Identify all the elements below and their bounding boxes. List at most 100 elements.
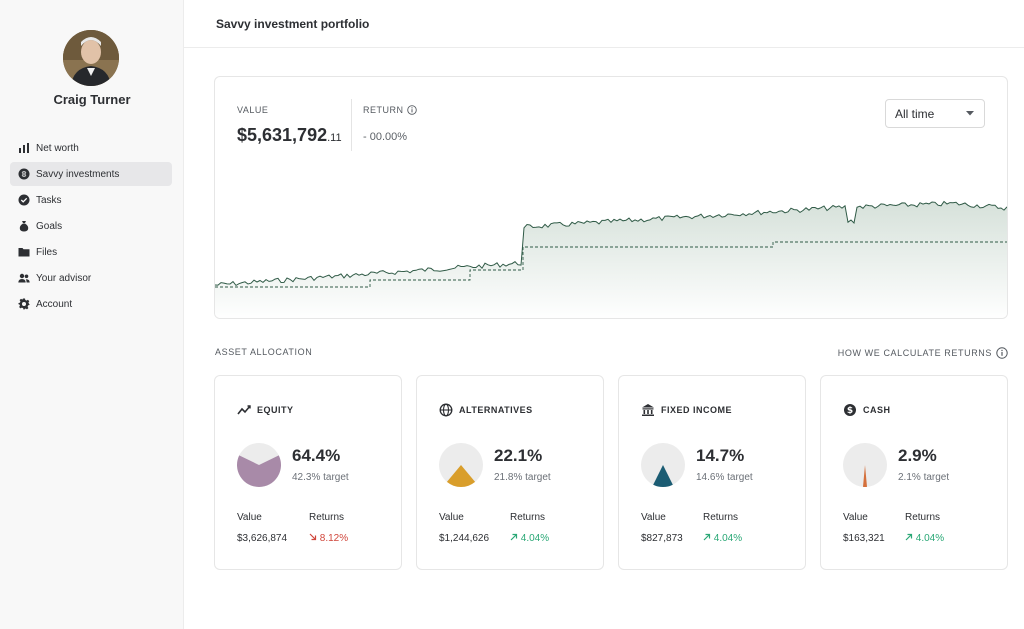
asset-returns: 4.04% bbox=[703, 533, 742, 544]
asset-card-cash[interactable]: $ CASH 2.9% 2.1% target Value Returns $1… bbox=[820, 375, 1008, 570]
asset-allocation-label: ASSET ALLOCATION bbox=[215, 347, 313, 357]
pie-slice bbox=[446, 465, 476, 487]
arrow-up-right-icon bbox=[703, 533, 711, 541]
allocation-target: 2.1% target bbox=[898, 472, 950, 483]
asset-card-header: ALTERNATIVES bbox=[439, 403, 533, 417]
sidebar-item-savvy-investments[interactable]: Savvy investments bbox=[10, 162, 172, 186]
portfolio-value-dollars: $5,631,792 bbox=[237, 125, 328, 145]
allocation-percent: 22.1% bbox=[494, 446, 543, 465]
allocation-target: 21.8% target bbox=[494, 472, 551, 483]
returns-column-label: Returns bbox=[905, 512, 941, 523]
pie-slice bbox=[862, 465, 868, 487]
portfolio-value-cents: .11 bbox=[327, 132, 342, 144]
asset-card-alternatives[interactable]: ALTERNATIVES 22.1% 21.8% target Value Re… bbox=[416, 375, 604, 570]
sidebar-item-label: Net worth bbox=[36, 142, 79, 154]
asset-returns-value: 8.12% bbox=[319, 533, 349, 544]
dollar-coin-icon: $ bbox=[844, 404, 856, 416]
asset-returns-value: 4.04% bbox=[713, 533, 743, 544]
caret-down-icon bbox=[966, 111, 974, 116]
returns-column-label: Returns bbox=[309, 512, 345, 523]
asset-title: FIXED INCOME bbox=[661, 405, 733, 415]
user-name: Craig Turner bbox=[53, 92, 131, 107]
sidebar-item-label: Savvy investments bbox=[36, 168, 120, 180]
asset-value: $827,873 bbox=[641, 533, 683, 544]
returns-column-label: Returns bbox=[510, 512, 546, 523]
sidebar-nav: Net worth Savvy investments Tasks Goals … bbox=[10, 136, 172, 318]
asset-title: ALTERNATIVES bbox=[459, 405, 533, 415]
asset-card-equity[interactable]: EQUITY 64.4% 42.3% target Value Returns … bbox=[214, 375, 402, 570]
allocation-percent: 14.7% bbox=[696, 446, 745, 465]
asset-value: $163,321 bbox=[843, 533, 885, 544]
allocation-pie-alternatives bbox=[439, 443, 483, 487]
asset-returns: 8.12% bbox=[309, 533, 348, 544]
sidebar-item-label: Your advisor bbox=[36, 272, 92, 284]
sidebar-item-account[interactable]: Account bbox=[10, 292, 172, 316]
globe-icon bbox=[439, 403, 453, 417]
returns-column-label: Returns bbox=[703, 512, 739, 523]
sidebar-item-goals[interactable]: Goals bbox=[10, 214, 172, 238]
sidebar: Craig Turner Net worth Savvy investments… bbox=[0, 0, 184, 629]
asset-returns: 4.04% bbox=[905, 533, 944, 544]
value-column-label: Value bbox=[641, 512, 666, 523]
arrow-up-right-icon bbox=[905, 533, 913, 541]
sidebar-item-net-worth[interactable]: Net worth bbox=[10, 136, 172, 160]
portfolio-chart-card: VALUE $5,631,792.11 RETURN - 00.00% All … bbox=[214, 76, 1008, 319]
value-column-label: Value bbox=[439, 512, 464, 523]
asset-value: $3,626,874 bbox=[237, 533, 288, 544]
allocation-pie-equity bbox=[237, 443, 281, 487]
allocation-target: 42.3% target bbox=[292, 472, 349, 483]
folder-icon bbox=[18, 246, 30, 258]
avatar[interactable] bbox=[63, 30, 119, 86]
sidebar-item-label: Account bbox=[36, 298, 73, 310]
svg-text:$: $ bbox=[847, 406, 853, 416]
portfolio-value: $5,631,792.11 bbox=[237, 125, 342, 146]
avatar-portrait-icon bbox=[63, 30, 119, 86]
allocation-target: 14.6% target bbox=[696, 472, 753, 483]
money-bag-icon bbox=[18, 220, 30, 232]
asset-returns-value: 4.04% bbox=[915, 533, 945, 544]
page-title: Savvy investment portfolio bbox=[216, 17, 370, 31]
sidebar-item-label: Goals bbox=[36, 220, 63, 232]
info-icon bbox=[996, 347, 1008, 359]
asset-value: $1,244,626 bbox=[439, 533, 490, 544]
pie-slice bbox=[653, 465, 673, 487]
asset-card-fixed-income[interactable]: FIXED INCOME 14.7% 14.6% target Value Re… bbox=[618, 375, 806, 570]
bar-chart-icon bbox=[18, 142, 30, 154]
allocation-pie-fixed-income bbox=[641, 443, 685, 487]
asset-card-header: FIXED INCOME bbox=[641, 403, 732, 417]
people-icon bbox=[18, 272, 30, 284]
chart-value-line bbox=[215, 200, 1007, 287]
return-label: RETURN bbox=[363, 105, 404, 115]
value-label: VALUE bbox=[237, 105, 269, 115]
bank-icon bbox=[642, 404, 654, 416]
return-value: - 00.00% bbox=[363, 131, 408, 143]
sidebar-item-label: Files bbox=[36, 246, 58, 258]
chart-area bbox=[215, 201, 1007, 318]
value-column-label: Value bbox=[843, 512, 868, 523]
period-select-value: All time bbox=[895, 106, 935, 121]
portfolio-line-chart bbox=[215, 200, 1007, 318]
pie-slice bbox=[237, 455, 281, 487]
savvy-logo-icon bbox=[18, 168, 30, 180]
asset-title: EQUITY bbox=[257, 405, 294, 415]
info-icon[interactable] bbox=[406, 105, 417, 115]
allocation-percent: 2.9% bbox=[898, 446, 937, 465]
gear-icon bbox=[18, 298, 30, 310]
sidebar-item-your-advisor[interactable]: Your advisor bbox=[10, 266, 172, 290]
asset-returns-value: 4.04% bbox=[520, 533, 550, 544]
value-column-label: Value bbox=[237, 512, 262, 523]
trend-line-icon bbox=[237, 405, 251, 415]
how-we-calculate-link[interactable]: HOW WE CALCULATE RETURNS bbox=[838, 347, 1008, 359]
stat-divider bbox=[351, 99, 352, 151]
asset-card-header: $ CASH bbox=[843, 403, 891, 417]
allocation-percent: 64.4% bbox=[292, 446, 341, 465]
sidebar-item-tasks[interactable]: Tasks bbox=[10, 188, 172, 212]
chart-contribution-line bbox=[215, 241, 1007, 288]
sidebar-item-label: Tasks bbox=[36, 194, 62, 206]
how-we-calculate-label: HOW WE CALCULATE RETURNS bbox=[837, 348, 992, 358]
sidebar-item-files[interactable]: Files bbox=[10, 240, 172, 264]
arrow-down-right-icon bbox=[309, 533, 317, 541]
period-select[interactable]: All time bbox=[885, 99, 985, 128]
arrow-up-right-icon bbox=[510, 533, 518, 541]
asset-returns: 4.04% bbox=[510, 533, 549, 544]
